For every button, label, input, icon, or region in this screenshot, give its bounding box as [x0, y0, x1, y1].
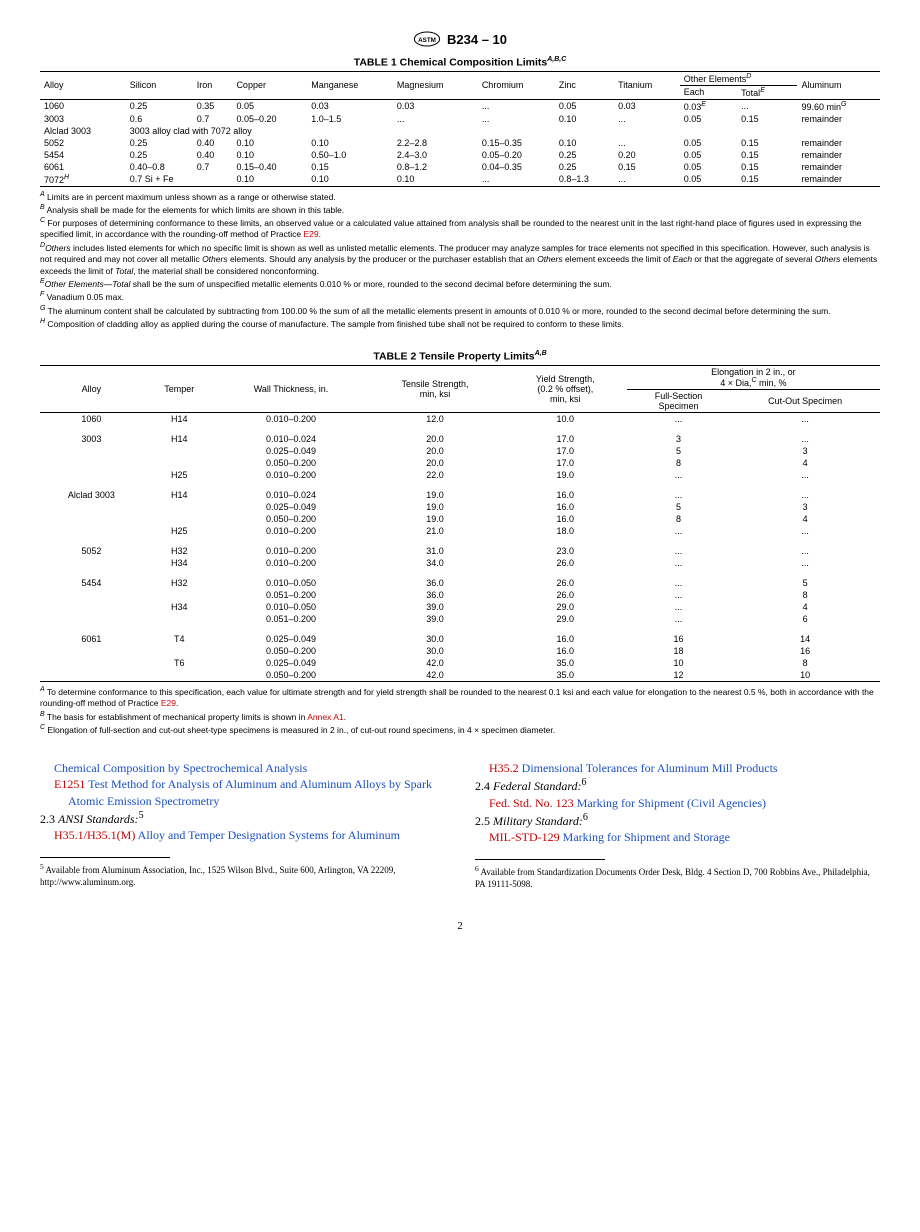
table1-title: TABLE 1 Chemical Composition LimitsA,B,C — [40, 56, 880, 69]
table2: AlloyTemperWall Thickness, in. Tensile S… — [40, 365, 880, 682]
astm-logo-icon: ASTM — [413, 30, 441, 48]
table1: AlloySiliconIron CopperManganeseMagnesiu… — [40, 71, 880, 187]
table2-footnotes: A To determine conformance to this speci… — [40, 685, 880, 736]
table2-title: TABLE 2 Tensile Property LimitsA,B — [40, 350, 880, 363]
references: Chemical Composition by Spectrochemical … — [40, 760, 880, 890]
doc-designation: B234 – 10 — [447, 32, 507, 47]
svg-text:ASTM: ASTM — [418, 37, 436, 44]
page-number: 2 — [40, 920, 880, 932]
doc-header: ASTM B234 – 10 — [40, 30, 880, 48]
table1-footnotes: A Limits are in percent maximum unless s… — [40, 190, 880, 331]
